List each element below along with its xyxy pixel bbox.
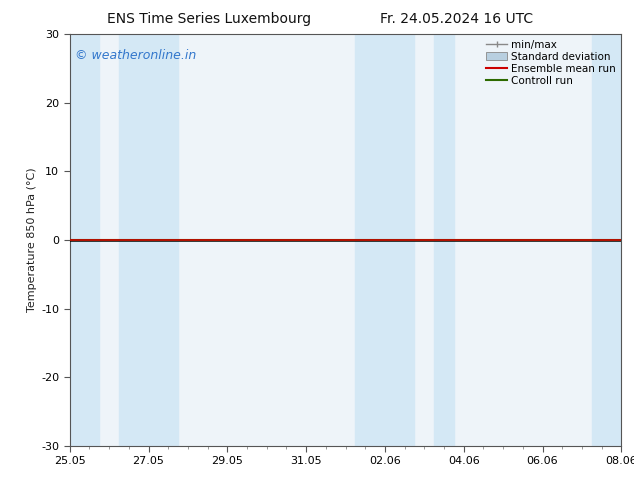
Text: ENS Time Series Luxembourg: ENS Time Series Luxembourg: [107, 12, 311, 26]
Bar: [119, 34, 178, 446]
Legend: min/max, Standard deviation, Ensemble mean run, Controll run: min/max, Standard deviation, Ensemble me…: [484, 37, 618, 88]
Text: Fr. 24.05.2024 16 UTC: Fr. 24.05.2024 16 UTC: [380, 12, 533, 26]
Bar: [434, 34, 454, 446]
Y-axis label: Temperature 850 hPa (°C): Temperature 850 hPa (°C): [27, 168, 37, 313]
Bar: [70, 34, 100, 446]
Bar: [592, 34, 621, 446]
Bar: [356, 34, 415, 446]
Text: © weatheronline.in: © weatheronline.in: [75, 49, 197, 62]
